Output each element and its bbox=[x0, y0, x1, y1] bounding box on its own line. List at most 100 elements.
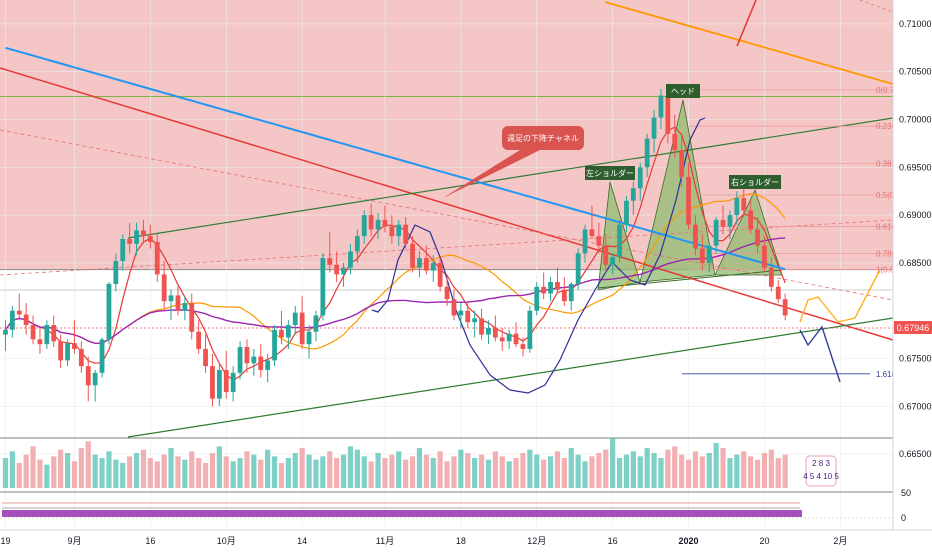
candle-body bbox=[686, 176, 691, 225]
volume-bar bbox=[140, 449, 147, 488]
candle-body bbox=[196, 331, 202, 349]
volume-bar bbox=[768, 449, 774, 488]
candle-body bbox=[734, 197, 740, 216]
candle-body bbox=[624, 200, 629, 225]
volume-bar bbox=[416, 448, 423, 488]
trendline-layer bbox=[0, 0, 894, 438]
volume-bar bbox=[189, 451, 195, 488]
volume-bar bbox=[451, 456, 457, 488]
candle-body bbox=[506, 333, 512, 342]
time-tick-label: 2月 bbox=[833, 536, 847, 546]
candle-body bbox=[230, 372, 236, 392]
volume-bar bbox=[506, 461, 512, 488]
candle-body bbox=[610, 257, 616, 265]
candle-body bbox=[354, 236, 360, 252]
candle-body bbox=[361, 215, 367, 237]
weekly-resistance-line bbox=[604, 1, 894, 85]
volume-bar bbox=[278, 463, 285, 488]
candle-body bbox=[458, 310, 464, 316]
candle-body bbox=[548, 282, 553, 294]
volume-bar bbox=[589, 456, 595, 488]
candle-body bbox=[23, 314, 29, 326]
ma-short-red bbox=[5, 126, 786, 381]
volume-bar bbox=[292, 453, 298, 488]
price-tick-label: 0.70500 bbox=[899, 67, 932, 77]
price-axis[interactable]: 0.71000 0.70500 0.70000 0.69500 0.69000 0.685… bbox=[899, 19, 932, 523]
volume-bar bbox=[71, 461, 78, 488]
volume-count-box bbox=[805, 455, 837, 487]
fib-level-label: 0.618 bbox=[876, 223, 897, 232]
candle-body bbox=[210, 366, 215, 399]
candle-body bbox=[582, 229, 588, 254]
candle-body bbox=[368, 215, 374, 230]
lower-trendline bbox=[127, 317, 894, 438]
candle-body bbox=[775, 286, 781, 300]
left-shoulder-label: 左ショルダー bbox=[585, 166, 635, 180]
volume-bar bbox=[265, 449, 271, 488]
volume-bar bbox=[209, 453, 216, 488]
candle-body bbox=[396, 224, 402, 237]
candle-body bbox=[3, 329, 8, 335]
candle-body bbox=[299, 312, 305, 345]
candle-body bbox=[713, 219, 719, 246]
candlestick-layer bbox=[3, 88, 788, 407]
volume-bar bbox=[196, 458, 202, 488]
volume-bar bbox=[561, 458, 567, 488]
fib-level-label: 0.382 bbox=[876, 159, 897, 168]
forecast-path-navy bbox=[799, 325, 841, 383]
candle-body bbox=[313, 315, 319, 332]
volume-bar bbox=[396, 451, 402, 488]
volume-bar bbox=[596, 453, 602, 488]
time-tick-label: 16 bbox=[608, 536, 618, 546]
candle-body bbox=[85, 366, 91, 386]
volume-bar bbox=[630, 451, 636, 488]
candle-body bbox=[727, 215, 733, 227]
forecast-path-orange bbox=[799, 269, 881, 323]
volume-bar bbox=[161, 454, 167, 488]
candle-body bbox=[92, 372, 98, 386]
volume-bar bbox=[230, 461, 236, 488]
time-tick-label: 18 bbox=[456, 536, 466, 546]
volume-bar bbox=[340, 454, 347, 488]
candle-body bbox=[479, 318, 484, 335]
time-tick-label: 2020 bbox=[679, 536, 699, 546]
volume-bar bbox=[720, 448, 726, 488]
time-tick-label: 19 bbox=[0, 536, 10, 546]
candle-body bbox=[58, 341, 64, 361]
volume-bar bbox=[754, 459, 761, 488]
candle-body bbox=[417, 258, 422, 268]
time-tick-label: 11月 bbox=[376, 536, 394, 546]
candle-body bbox=[430, 262, 436, 271]
volume-bar bbox=[430, 458, 436, 488]
weekly-down-channel-line bbox=[0, 67, 894, 341]
volume-bar bbox=[672, 446, 678, 488]
volume-bar bbox=[202, 463, 209, 488]
candle-body bbox=[189, 303, 195, 332]
candle-body bbox=[437, 262, 443, 287]
candle-body bbox=[265, 360, 271, 370]
support-dashed-line bbox=[0, 219, 894, 276]
volume-bar bbox=[734, 454, 740, 488]
volume-bar bbox=[644, 448, 650, 488]
volume-bar bbox=[465, 453, 471, 488]
candle-body bbox=[630, 188, 636, 201]
time-axis[interactable]: 19 9月 16 10月 14 11月 18 12月 16 2020 20 2月 bbox=[0, 536, 847, 546]
volume-bar bbox=[437, 451, 443, 488]
volume-bar bbox=[499, 456, 505, 488]
candle-body bbox=[389, 226, 395, 237]
right-shoulder-label: 右ショルダー bbox=[729, 175, 781, 189]
price-tick-label: 0.67500 bbox=[899, 354, 932, 364]
candle-body bbox=[182, 303, 188, 311]
volume-bar bbox=[175, 456, 181, 488]
volume-bar bbox=[285, 458, 291, 488]
candle-body bbox=[637, 167, 643, 189]
volume-bar bbox=[782, 454, 788, 488]
volume-bar bbox=[244, 451, 250, 488]
volume-bar bbox=[127, 456, 133, 488]
volume-bar bbox=[2, 458, 9, 488]
volume-bar bbox=[361, 456, 367, 488]
channel-callout-text: 週足の下降チャネル bbox=[507, 133, 579, 143]
volume-bar bbox=[741, 451, 747, 488]
candle-body bbox=[127, 239, 133, 244]
volume-bar bbox=[106, 451, 112, 488]
